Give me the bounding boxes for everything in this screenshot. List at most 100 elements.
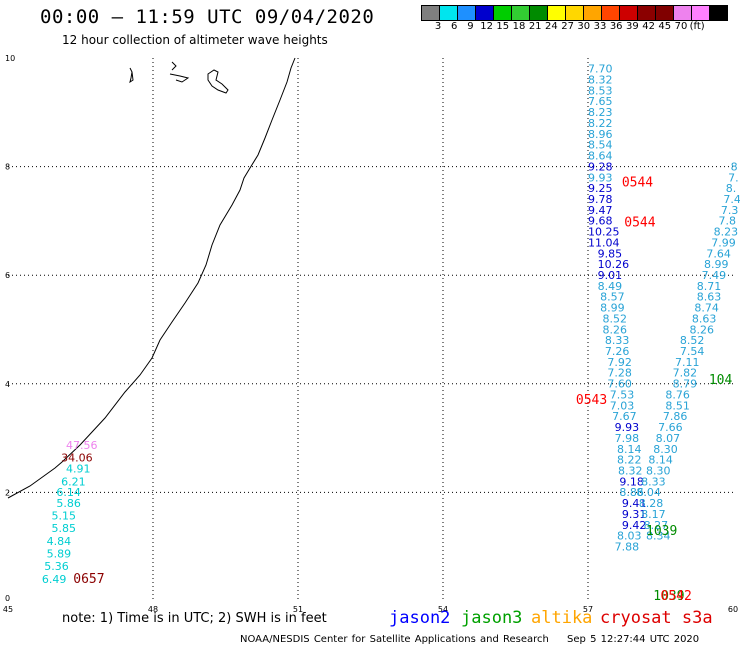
wave-height-label: 7.53 xyxy=(610,388,635,401)
wave-height-label: 7.98 xyxy=(615,432,640,445)
satellite-legend-item: cryosat s3a xyxy=(600,608,713,628)
wave-height-label: 7.67 xyxy=(612,410,637,423)
wave-height-label: 8.34 xyxy=(646,530,671,543)
wave-height-label: 6.14 xyxy=(56,486,80,499)
wave-height-label: 7.82 xyxy=(673,367,698,380)
color-scale-label: 30 xyxy=(577,21,591,32)
wave-height-label: 9.28 xyxy=(588,160,613,173)
island xyxy=(129,67,134,84)
y-tick-label: 4 xyxy=(5,380,10,389)
wave-height-label: 6.49 xyxy=(42,573,66,586)
x-tick-label: 48 xyxy=(148,605,158,614)
wave-height-label: 8.33 xyxy=(605,334,630,347)
wave-height-label: 8.26 xyxy=(603,323,628,336)
y-tick-label: 8 xyxy=(5,163,10,172)
wave-height-label: 8.76 xyxy=(665,388,690,401)
color-scale-label: 15 xyxy=(496,21,510,32)
color-scale-label: 12 xyxy=(480,21,493,32)
x-tick-label: 45 xyxy=(3,605,13,614)
color-scale-label: 45 xyxy=(658,21,672,32)
wave-height-label: 7.99 xyxy=(711,236,736,249)
wave-height-label: 8.14 xyxy=(617,443,642,456)
wave-height-label: 7.11 xyxy=(675,356,700,369)
wave-height-label: 5.15 xyxy=(52,510,77,523)
wave-height-label: 7.60 xyxy=(607,378,632,391)
wave-height-label: 8.32 xyxy=(588,74,613,87)
island xyxy=(207,69,229,94)
wave-height-label: 7.3 xyxy=(721,204,739,217)
wave-height-label: 5.89 xyxy=(47,548,72,561)
wave-height-label: 9.47 xyxy=(588,204,613,217)
footer: NOAA/NESDIS Center for Satellite Applica… xyxy=(240,634,713,645)
x-tick-label: 51 xyxy=(293,605,303,614)
wave-height-label: 9.78 xyxy=(588,193,613,206)
wave-height-label: 7.86 xyxy=(663,410,688,423)
color-scale-label: (ft) xyxy=(689,21,705,32)
wave-height-label: 4.91 xyxy=(66,462,91,475)
wave-height-label: 8.63 xyxy=(697,291,722,304)
wave-height-label: 7.66 xyxy=(658,421,683,434)
wave-height-label: 11.04 xyxy=(588,236,620,249)
satellite-legend-item: jason2 xyxy=(389,608,451,628)
wave-height-label: 8.71 xyxy=(697,280,722,293)
wave-height-label: 9.68 xyxy=(588,215,613,228)
color-scale-label: 9 xyxy=(467,21,474,32)
x-tick-label: 57 xyxy=(583,605,593,614)
island xyxy=(169,61,190,83)
wave-height-label: 10.25 xyxy=(588,226,620,239)
note-text: note: 1) Time is in UTC; 2) SWH is in fe… xyxy=(62,611,327,626)
color-scale-bar xyxy=(421,5,728,21)
wave-height-label: 6.21 xyxy=(61,475,86,488)
color-swatch xyxy=(709,5,728,21)
wave-height-label: 9.85 xyxy=(598,247,623,260)
wave-height-label: 8.52 xyxy=(680,334,705,347)
pass-time-label: 0543 xyxy=(576,393,607,408)
y-tick-label: 2 xyxy=(5,488,10,497)
color-scale-label: 36 xyxy=(609,21,623,32)
color-scale-label: 70 xyxy=(674,21,688,32)
wave-height-label: 7.4 xyxy=(723,193,740,206)
color-scale-label: 24 xyxy=(545,21,558,32)
wave-height-label: 9.31 xyxy=(622,508,647,521)
satellite-legend-item: jason3 xyxy=(461,608,523,628)
wave-height-label: 8.79 xyxy=(673,378,698,391)
wave-height-label: 8.33 xyxy=(641,475,666,488)
wave-height-label: 10.26 xyxy=(598,258,630,271)
wave-height-label: 8.32 xyxy=(618,464,643,477)
wave-height-label: 7.92 xyxy=(607,356,632,369)
color-scale-label: 33 xyxy=(593,21,607,32)
wave-height-label: 8.53 xyxy=(588,84,613,97)
wave-height-label: 8.04 xyxy=(636,486,661,499)
wave-height-label: 8.30 xyxy=(646,464,671,477)
wave-height-label: 9.41 xyxy=(622,497,647,510)
footer-credit: NOAA/NESDIS Center for Satellite Applica… xyxy=(240,634,549,645)
wave-height-label: 8. xyxy=(726,182,737,195)
wave-height-label: 8.03 xyxy=(617,530,642,543)
wave-height-label: 8.96 xyxy=(588,128,613,141)
y-tick-label: 10 xyxy=(5,54,15,63)
wave-height-label: 8.74 xyxy=(694,302,719,315)
wave-height-label: 8.07 xyxy=(656,432,681,445)
wave-height-label: 8.14 xyxy=(648,454,673,467)
wave-height-label: 5.36 xyxy=(44,560,69,573)
pass-time-label: 0542 xyxy=(661,589,692,604)
wave-height-label: 9.18 xyxy=(619,475,644,488)
x-tick-label: 60 xyxy=(728,605,738,614)
wave-height-label: 8.23 xyxy=(588,106,613,119)
color-scale-label: 6 xyxy=(451,21,458,32)
wave-height-label: 8.23 xyxy=(714,226,739,239)
wave-height-label: 9.93 xyxy=(588,171,613,184)
color-scale-label: 3 xyxy=(434,21,442,32)
wave-height-label: 9.42 xyxy=(622,519,647,532)
wave-height-label: 8.49 xyxy=(598,280,623,293)
color-scale-label: 18 xyxy=(512,21,526,32)
color-scale-label: 21 xyxy=(528,21,542,32)
wave-height-label: 7.64 xyxy=(706,247,731,260)
page-title: 00:00 – 11:59 UTC 09/04/2020 xyxy=(40,6,375,28)
wave-height-label: 7.28 xyxy=(607,367,632,380)
pass-time-label: 0657 xyxy=(73,572,104,587)
wave-height-label: 8.22 xyxy=(588,117,613,130)
wave-height-label: 8.28 xyxy=(639,497,664,510)
coastline xyxy=(7,57,296,499)
